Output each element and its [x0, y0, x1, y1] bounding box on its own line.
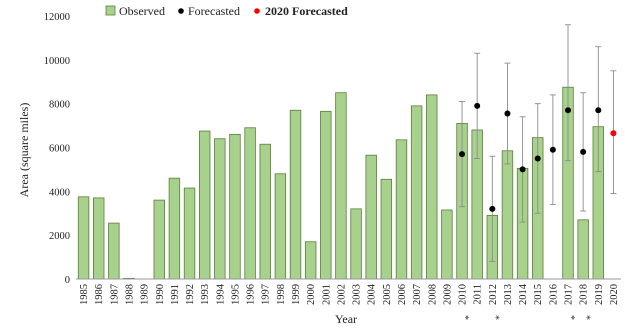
- x-tick-label: 2019: [594, 284, 605, 305]
- asterisk-2013: *: [494, 315, 505, 320]
- legend-forecasted-label: Forecasted: [188, 4, 240, 18]
- forecast-point-2011: [474, 102, 481, 109]
- x-tick-label: 2003: [352, 284, 363, 305]
- legend-2020-forecasted-label: 2020 Forecasted: [265, 4, 348, 18]
- x-tick-label: 1996: [246, 284, 257, 305]
- y-axis-title: Area (square miles): [17, 103, 31, 198]
- x-tick-label: 1994: [215, 283, 226, 305]
- legend-forecasted-marker: [178, 8, 184, 14]
- x-tick-label: 2017: [564, 284, 575, 305]
- x-tick-label: 1998: [276, 284, 287, 305]
- x-tick-label: 2001: [321, 284, 332, 305]
- x-tick-label: 1995: [230, 284, 241, 305]
- forecast-point-2020: [610, 130, 617, 137]
- x-tick-label: 2000: [306, 284, 317, 305]
- observed-bar-1997: [259, 143, 271, 280]
- x-tick-label: 2007: [412, 284, 423, 305]
- x-tick-label: 2005: [382, 284, 393, 305]
- x-tick-label: 1997: [261, 284, 272, 305]
- y-tick-label: 10000: [44, 56, 70, 67]
- forecast-point-2016: [549, 146, 556, 153]
- x-tick-label: 1993: [200, 284, 211, 305]
- observed-bar-2007: [410, 105, 423, 280]
- x-tick-label: 2012: [488, 284, 499, 305]
- observed-bar-1993: [198, 130, 211, 280]
- x-tick-label: 1985: [79, 284, 90, 305]
- x-tick-label: 1989: [140, 284, 151, 305]
- x-tick-label: 1992: [185, 284, 196, 305]
- forecast-point-2012: [489, 205, 496, 212]
- x-tick-label: 2016: [548, 284, 559, 305]
- asterisk-marks: * * * *: [464, 315, 596, 320]
- x-tick-label: 1986: [94, 284, 105, 305]
- observed-bar-1985: [77, 196, 90, 280]
- forecast-point-2014: [519, 166, 526, 173]
- observed-bar-1996: [244, 127, 256, 280]
- legend: Observed Forecasted 2020 Forecasted: [105, 4, 348, 18]
- observed-bar-2001: [320, 110, 332, 280]
- y-tick-label: 0: [65, 275, 70, 286]
- y-tick-label: 8000: [49, 100, 70, 111]
- x-axis-title: Year: [335, 312, 357, 326]
- observed-bar-1994: [214, 138, 226, 280]
- x-tick-label: 2015: [533, 284, 544, 305]
- x-axis-ticks: 1985 1986 1987 1988 1989 1990 1991 1992 1993 1994…: [79, 283, 620, 305]
- observed-bar-2005: [380, 178, 393, 280]
- x-tick-label: 2013: [503, 284, 514, 305]
- x-tick-label: 1987: [109, 284, 120, 305]
- x-tick-label: 1988: [124, 284, 135, 305]
- forecast-points: [459, 102, 617, 212]
- observed-bar-1990: [153, 199, 165, 280]
- y-tick-label: 2000: [49, 231, 70, 242]
- observed-bar-1986: [93, 197, 105, 280]
- observed-bar-2008: [426, 94, 438, 280]
- legend-observed-label: Observed: [119, 4, 165, 18]
- observed-bar-2006: [395, 139, 408, 280]
- observed-bar-2018: [577, 219, 589, 280]
- observed-bar-1998: [274, 173, 287, 280]
- asterisk-2018: *: [570, 315, 581, 320]
- x-tick-label: 2014: [518, 283, 529, 305]
- x-tick-label: 2020: [609, 284, 620, 305]
- observed-bar-1987: [108, 222, 120, 280]
- error-bar-2017: [565, 24, 572, 162]
- x-tick-label: 1990: [155, 284, 166, 305]
- observed-bar-2004: [365, 154, 377, 280]
- legend-observed-swatch: [105, 5, 116, 16]
- x-tick-label: 2011: [473, 284, 484, 305]
- observed-bar-1999: [289, 109, 302, 280]
- y-tick-label: 12000: [44, 12, 70, 23]
- x-tick-label: 2002: [336, 284, 347, 305]
- observed-bar-2000: [304, 241, 317, 280]
- observed-bar-1995: [229, 133, 241, 280]
- observed-bars: [77, 86, 604, 280]
- legend-2020-forecasted-marker: [254, 8, 260, 14]
- y-tick-label: 6000: [49, 144, 70, 155]
- observed-bar-2003: [350, 208, 362, 280]
- y-axis-ticks: 0 2000 4000 6000 8000 10000 12000: [44, 12, 70, 286]
- observed-bar-2002: [335, 92, 347, 280]
- asterisk-2011: *: [464, 315, 475, 320]
- x-tick-label: 2018: [579, 284, 590, 305]
- x-tick-label: 1999: [291, 284, 302, 305]
- y-tick-label: 4000: [49, 187, 70, 198]
- forecast-point-2018: [580, 148, 587, 155]
- forecast-point-2010: [459, 151, 466, 158]
- forecast-point-2013: [504, 110, 511, 117]
- asterisk-2019: *: [585, 315, 596, 320]
- forecast-point-2017: [565, 107, 572, 114]
- x-tick-label: 2010: [458, 284, 469, 305]
- forecast-point-2015: [534, 155, 541, 162]
- x-tick-label: 2009: [442, 284, 453, 305]
- observed-bar-2013: [501, 150, 514, 280]
- forecast-point-2019: [595, 107, 602, 114]
- observed-bar-1991: [168, 177, 181, 280]
- x-tick-label: 2004: [367, 283, 378, 305]
- observed-bar-1992: [183, 187, 196, 280]
- x-tick-label: 2006: [397, 284, 408, 305]
- x-tick-label: 2008: [427, 284, 438, 305]
- observed-bar-2009: [441, 209, 453, 280]
- x-tick-label: 1991: [170, 284, 181, 305]
